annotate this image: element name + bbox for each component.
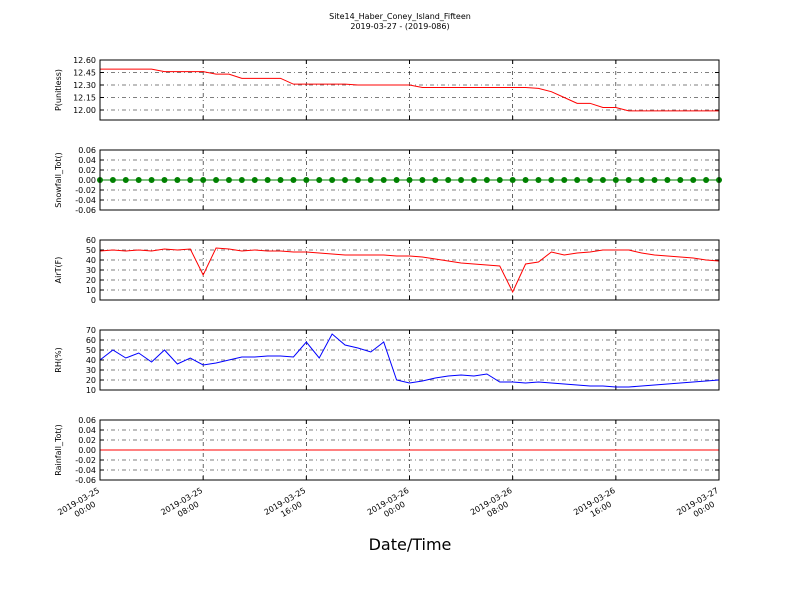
y-tick-label: -0.04 (75, 466, 96, 475)
data-point (651, 177, 658, 183)
y-tick-label: 10 (86, 386, 96, 395)
y-tick-label: 0.00 (78, 176, 96, 185)
y-axis-label: Rainfall_Tot() (54, 424, 63, 476)
data-point (599, 177, 606, 183)
y-tick-label: 12.15 (73, 94, 96, 103)
plot-frame (99, 149, 720, 211)
data-point (148, 177, 155, 183)
plot-frame (99, 59, 720, 121)
data-line (99, 333, 720, 388)
y-tick-label: -0.02 (75, 456, 96, 465)
data-point (264, 177, 271, 183)
data-point (109, 177, 116, 183)
y-tick-label: 0.06 (78, 416, 96, 425)
y-tick-label: 20 (86, 376, 96, 385)
y-tick-label: 0.00 (78, 446, 96, 455)
data-point (690, 177, 697, 183)
data-point (213, 177, 220, 183)
y-tick-label: 10 (86, 286, 96, 295)
y-tick-label: 0.04 (78, 156, 96, 165)
y-tick-label: 0.06 (78, 146, 96, 155)
data-point (445, 177, 452, 183)
data-point (587, 177, 594, 183)
data-point (238, 177, 245, 183)
y-axis-label: AirT(F) (54, 257, 63, 284)
data-point (329, 177, 336, 183)
plot-frame (99, 239, 720, 301)
y-tick-label: 60 (86, 336, 96, 345)
data-point (664, 177, 671, 183)
plot-frame (99, 419, 720, 481)
data-point (574, 177, 581, 183)
data-point (135, 177, 142, 183)
data-point (638, 177, 645, 183)
y-tick-label: 12.00 (73, 106, 96, 115)
y-tick-label: 0.02 (78, 166, 96, 175)
data-line (100, 68, 719, 112)
y-tick-label: 70 (86, 326, 96, 335)
y-tick-label: 20 (86, 276, 96, 285)
data-point (354, 177, 361, 183)
data-point (174, 177, 181, 183)
data-point (380, 177, 387, 183)
data-point (470, 177, 477, 183)
y-axis-label: RH(%) (54, 347, 63, 372)
y-tick-label: 30 (86, 266, 96, 275)
data-point (342, 177, 349, 183)
y-tick-label: -0.04 (75, 196, 96, 205)
y-tick-label: 0 (91, 296, 96, 305)
y-tick-label: 12.30 (73, 81, 96, 90)
data-point (432, 177, 439, 183)
chart-title: Site14_Haber_Coney_Island_Fifteen (329, 12, 471, 21)
data-point (406, 177, 413, 183)
data-point (496, 177, 503, 183)
data-point (483, 177, 490, 183)
y-tick-label: 12.60 (73, 56, 96, 65)
data-point (303, 177, 310, 183)
data-point (535, 177, 542, 183)
data-point (625, 177, 632, 183)
data-point (419, 177, 426, 183)
data-point (677, 177, 684, 183)
data-point (393, 177, 400, 183)
y-axis-label: P(unitless) (54, 69, 63, 111)
data-point (612, 177, 619, 183)
data-point (561, 177, 568, 183)
data-point (251, 177, 258, 183)
y-tick-label: 50 (86, 346, 96, 355)
x-axis-label: Date/Time (369, 535, 452, 554)
data-point (161, 177, 168, 183)
y-tick-label: 40 (86, 256, 96, 265)
y-tick-label: 12.45 (73, 69, 96, 78)
y-tick-label: 40 (86, 356, 96, 365)
y-tick-label: 0.02 (78, 436, 96, 445)
data-point (277, 177, 284, 183)
y-tick-label: 0.04 (78, 426, 96, 435)
y-tick-label: 60 (86, 236, 96, 245)
chart-subtitle: 2019-03-27 - (2019-086) (350, 22, 449, 31)
data-point (225, 177, 232, 183)
data-point (703, 177, 710, 183)
data-point (458, 177, 465, 183)
data-point (290, 177, 297, 183)
data-point (522, 177, 529, 183)
y-tick-label: 50 (86, 246, 96, 255)
y-tick-label: 30 (86, 366, 96, 375)
data-point (548, 177, 555, 183)
data-point (316, 177, 323, 183)
data-point (187, 177, 194, 183)
data-line (99, 247, 720, 294)
y-axis-label: Snowfall_Tot() (54, 152, 63, 208)
data-point (367, 177, 374, 183)
data-point (200, 177, 207, 183)
y-tick-label: -0.02 (75, 186, 96, 195)
y-tick-label: -0.06 (75, 206, 96, 215)
y-tick-label: -0.06 (75, 476, 96, 485)
data-point (509, 177, 516, 183)
data-point (122, 177, 129, 183)
plot-frame (99, 329, 720, 391)
